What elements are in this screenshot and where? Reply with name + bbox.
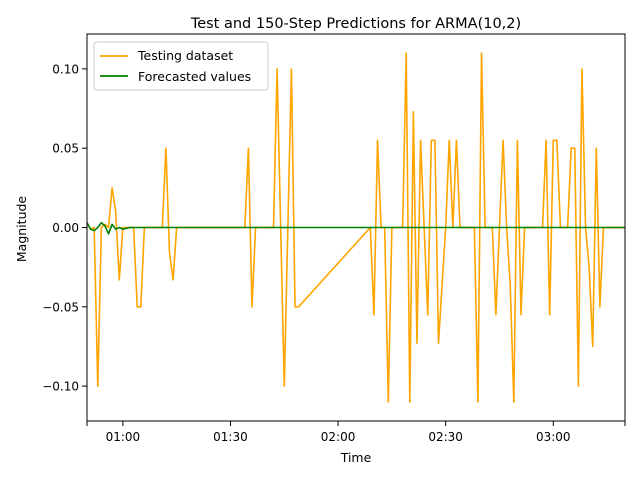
x-tick-label: 03:00 <box>536 430 571 444</box>
y-tick-label: −0.10 <box>42 380 79 394</box>
x-tick-label: 01:00 <box>106 430 141 444</box>
chart-title: Test and 150-Step Predictions for ARMA(1… <box>190 16 521 32</box>
legend: Testing dataset Forecasted values <box>93 41 269 91</box>
legend-box <box>93 41 269 91</box>
y-tick-label: 0.00 <box>52 221 79 235</box>
x-axis-label: Time <box>340 450 372 465</box>
y-tick-label: −0.05 <box>42 300 79 314</box>
x-tick-label: 01:30 <box>213 430 248 444</box>
x-tick-label: 02:30 <box>428 430 463 444</box>
series-layer <box>86 52 625 403</box>
x-axis: 01:00 01:30 02:00 02:30 03:00 <box>86 421 626 444</box>
y-axis: 0.10 0.05 0.00 −0.05 −0.10 <box>42 62 87 394</box>
legend-label-testing: Testing dataset <box>137 48 233 63</box>
y-axis-label: Magnitude <box>14 196 29 263</box>
y-tick-label: 0.05 <box>52 142 79 156</box>
legend-label-forecast: Forecasted values <box>138 69 251 84</box>
series-line-1 <box>86 221 625 235</box>
x-tick-label: 02:00 <box>321 430 356 444</box>
y-tick-label: 0.10 <box>52 62 79 76</box>
